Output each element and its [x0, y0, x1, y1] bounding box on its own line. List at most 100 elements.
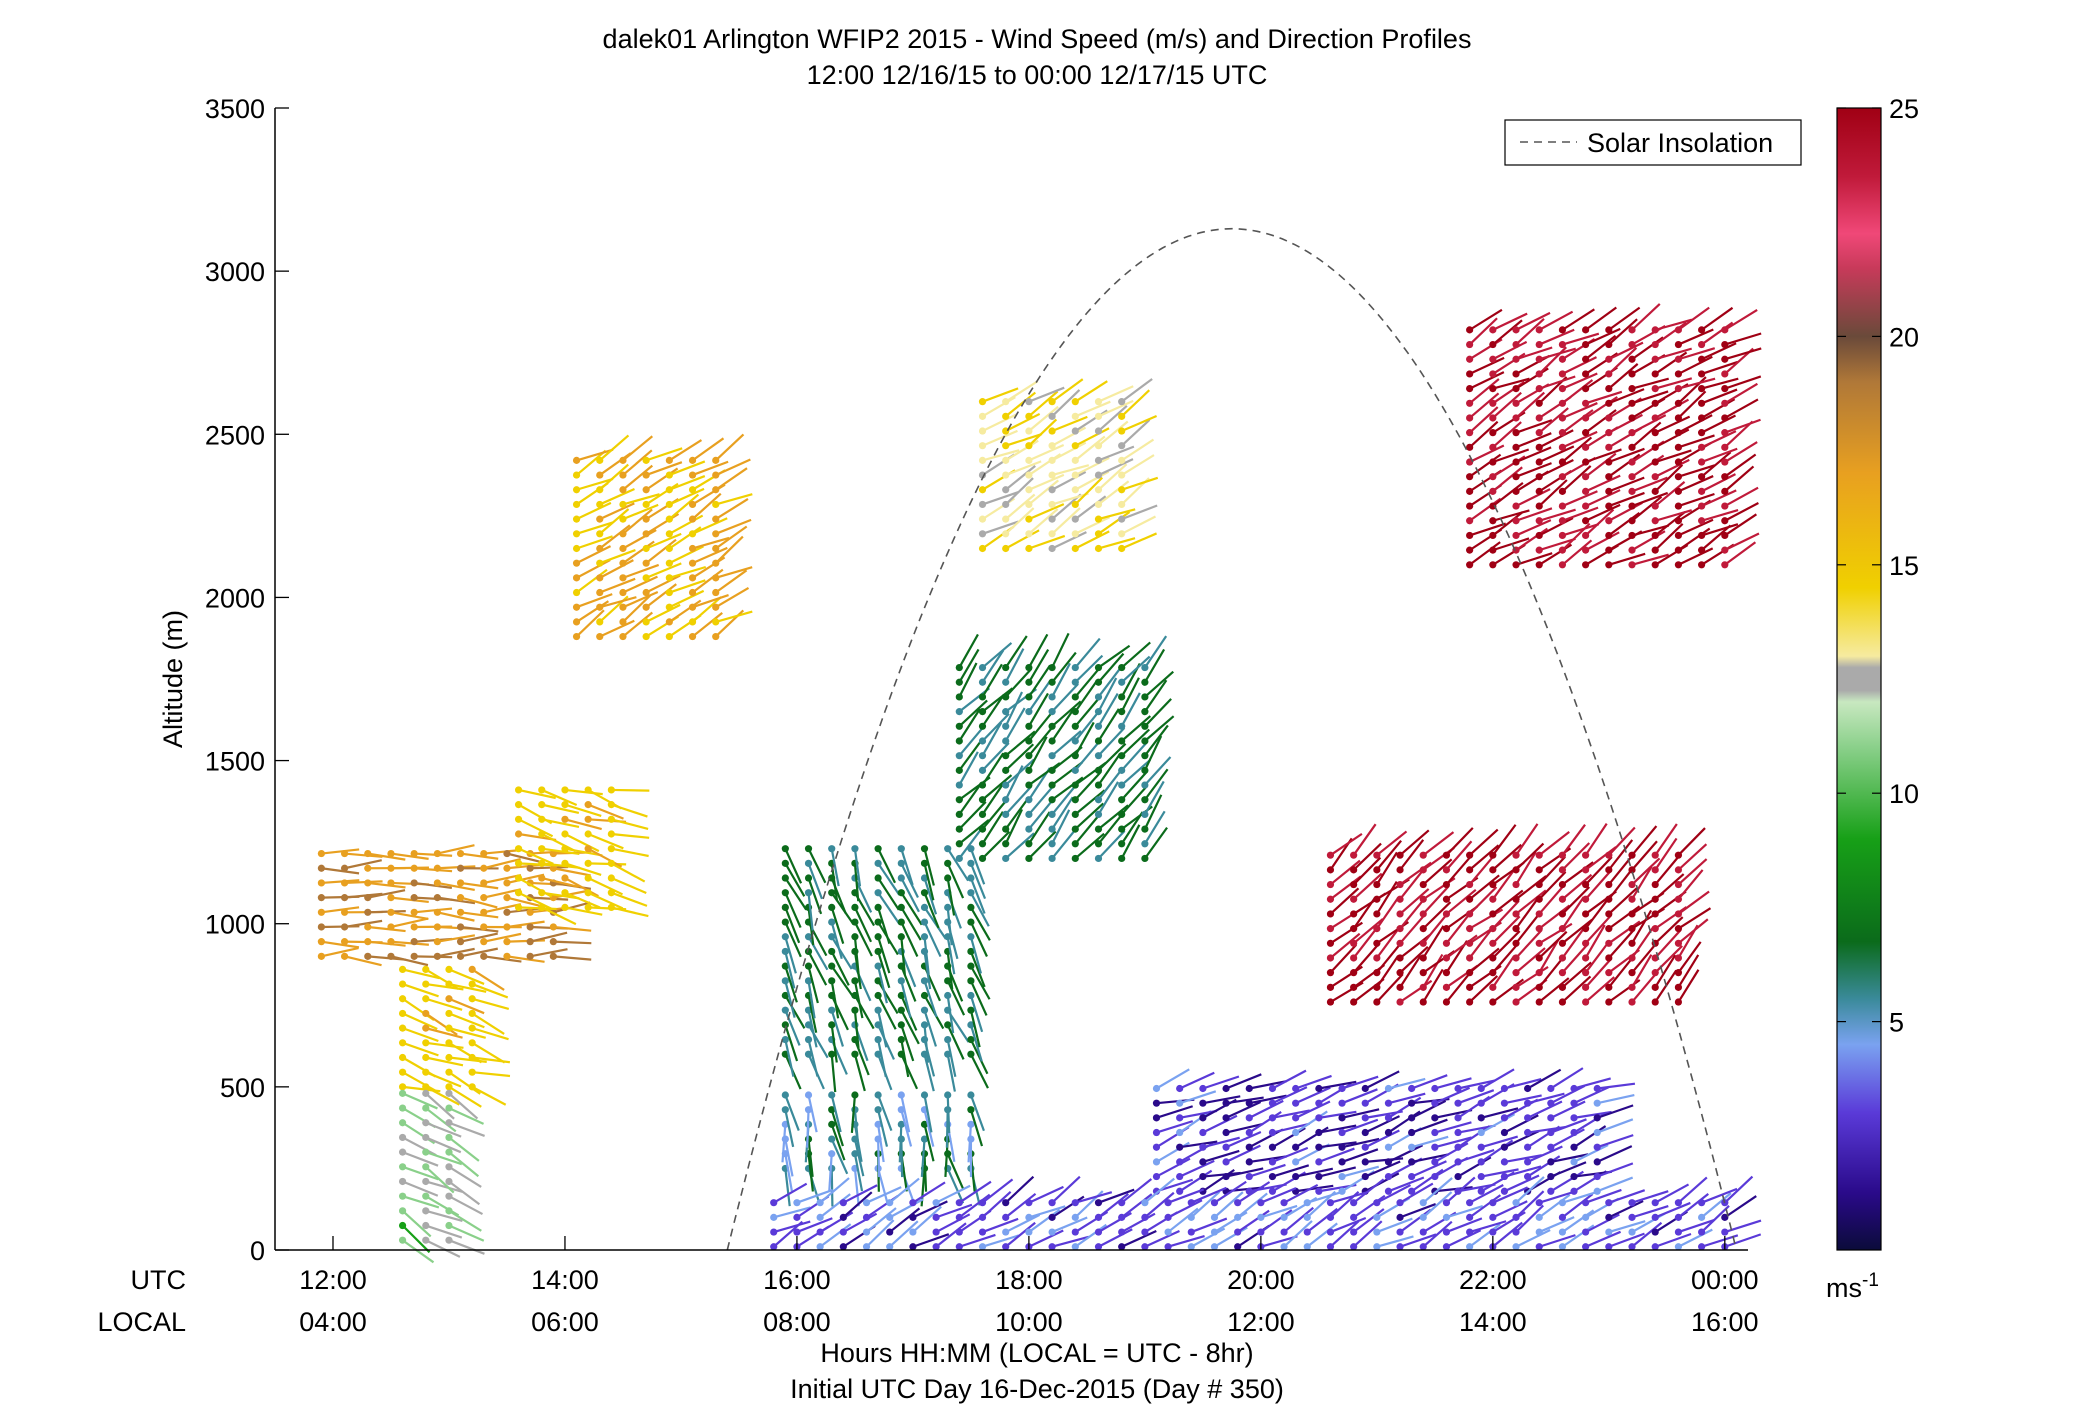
wind-barb-point	[1303, 1228, 1311, 1236]
wind-barb	[784, 1094, 800, 1131]
wind-barb-point	[1535, 1213, 1543, 1221]
wind-barb	[807, 1009, 818, 1048]
wind-barb-point	[1094, 796, 1103, 804]
wind-barb	[900, 1009, 920, 1045]
wind-barb-point	[1396, 954, 1404, 962]
wind-barb-point	[596, 456, 604, 464]
wind-barb	[1538, 1234, 1576, 1248]
wind-barb-point	[1454, 1128, 1462, 1137]
wind-barb-point	[1582, 502, 1590, 510]
wind-barb-point	[1048, 456, 1056, 464]
wind-barb	[877, 980, 899, 1014]
wind-barb	[1492, 537, 1530, 552]
wind-barb-point	[1489, 473, 1497, 481]
wind-barb	[1492, 930, 1521, 959]
wind-barb-point	[1071, 471, 1079, 479]
wind-barb	[1329, 1220, 1360, 1248]
wind-barb-point	[1025, 442, 1033, 450]
wind-barb	[1538, 407, 1569, 434]
wind-barb-point	[781, 845, 789, 853]
wind-barb	[1341, 1088, 1378, 1105]
wind-barb	[645, 574, 681, 594]
wind-barb-point	[642, 632, 650, 641]
wind-barb	[807, 995, 818, 1033]
wind-barb-point	[1361, 1158, 1369, 1166]
wind-barb-point	[607, 903, 615, 912]
wind-barb	[1654, 837, 1678, 871]
wind-barb	[390, 866, 429, 870]
wind-barb-point	[1674, 1199, 1683, 1207]
wind-barb-point	[1674, 939, 1683, 947]
wind-barb	[645, 538, 677, 565]
wind-barb	[1608, 905, 1641, 930]
wind-barb-point	[712, 456, 720, 464]
wind-barb	[611, 906, 649, 918]
wind-barb-point	[1210, 1199, 1219, 1207]
wind-barb-point	[538, 815, 546, 823]
wind-barb-point	[1268, 1187, 1277, 1195]
wind-barb	[830, 907, 845, 944]
wind-barb	[483, 848, 522, 855]
wind-barb	[1468, 497, 1502, 522]
wind-barb-point	[503, 908, 511, 916]
wind-barb-point	[1094, 442, 1103, 450]
wind-barb	[645, 532, 682, 550]
y-tick-label: 1500	[205, 747, 265, 777]
wind-barb	[981, 799, 1008, 830]
wind-barb-point	[967, 962, 975, 970]
wind-barb	[1608, 346, 1638, 375]
wind-barb	[807, 862, 823, 900]
wind-barb-point	[944, 1021, 952, 1029]
wind-barb	[668, 526, 702, 550]
wind-barb	[1608, 920, 1641, 945]
wind-barb-point	[1118, 752, 1126, 760]
wind-barb	[622, 493, 660, 506]
wind-barb	[1190, 1227, 1226, 1248]
wind-barb-point	[1651, 340, 1659, 349]
wind-barb-point	[1350, 895, 1358, 903]
wind-barb	[425, 1121, 462, 1138]
wind-barb	[448, 1041, 483, 1064]
wind-barb	[819, 1177, 850, 1204]
wind-barb	[1677, 1193, 1709, 1219]
wind-barb-point	[1350, 969, 1358, 977]
wind-barb-point	[1071, 840, 1079, 848]
wind-barb-point	[1674, 1213, 1683, 1221]
wind-barb	[784, 994, 806, 1029]
wind-barb	[692, 536, 730, 550]
wind-barb	[773, 1220, 811, 1234]
wind-barb-point	[1628, 502, 1636, 510]
wind-barb	[969, 1053, 989, 1089]
wind-barb	[1051, 470, 1087, 491]
wind-barb	[1318, 1141, 1357, 1149]
wind-barb-point	[1698, 355, 1706, 363]
wind-barb	[1468, 406, 1499, 434]
wind-barb	[541, 847, 580, 856]
wind-barb-point	[1582, 561, 1590, 569]
wind-barb-point	[364, 923, 372, 931]
wind-barb	[1352, 943, 1380, 974]
wind-barb-point	[1048, 854, 1056, 863]
wind-barb-point	[1605, 880, 1613, 889]
wind-barb-point	[398, 1089, 407, 1097]
wind-barb	[784, 848, 803, 884]
wind-barb-point	[944, 859, 952, 867]
wind-barb-point	[1384, 1128, 1393, 1137]
wind-barb-point	[1048, 737, 1056, 745]
wind-barb	[1422, 1220, 1453, 1248]
wind-barb	[1434, 1086, 1471, 1105]
wind-barb-point	[712, 471, 720, 479]
wind-barb	[853, 936, 860, 975]
wind-barb-point	[1002, 766, 1010, 774]
wind-barb	[599, 452, 632, 476]
wind-barb	[425, 1136, 462, 1154]
wind-barb	[1272, 1109, 1310, 1119]
wind-barb-point	[1558, 925, 1567, 933]
wind-barb	[344, 852, 383, 858]
x-tick-label-local: 16:00	[1691, 1307, 1759, 1337]
wind-barb-point	[944, 991, 952, 1000]
wind-barb-point	[445, 1192, 453, 1200]
wind-barb	[448, 1151, 480, 1178]
wind-barb	[1074, 740, 1101, 772]
wind-barb	[367, 910, 406, 914]
